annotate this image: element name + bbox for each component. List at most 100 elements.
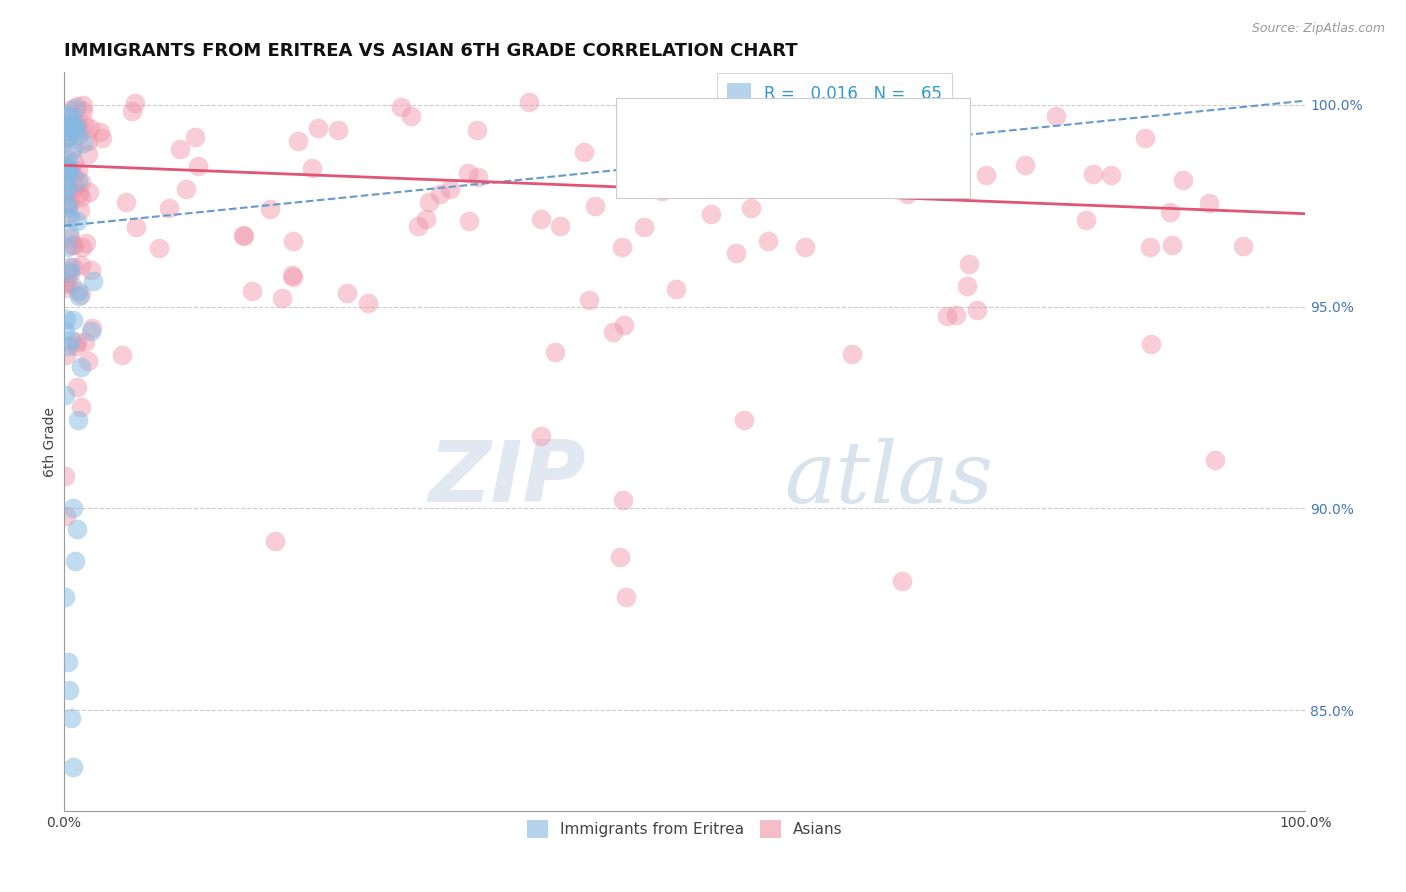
Point — [80, 324, 103, 338]
Point — [53, 281, 76, 295]
Y-axis label: 6th Grade: 6th Grade — [44, 407, 58, 477]
Point — [1204, 453, 1226, 467]
Point — [281, 234, 304, 248]
Point — [62, 313, 84, 327]
Text: ZIP: ZIP — [427, 437, 585, 520]
Point — [77, 146, 100, 161]
Point — [79, 263, 101, 277]
Point — [124, 96, 146, 111]
Point — [121, 103, 143, 118]
Point — [65, 339, 87, 353]
Point — [240, 284, 263, 298]
Point — [1045, 108, 1067, 122]
Point — [66, 380, 89, 394]
Point — [1159, 205, 1181, 219]
Point — [55, 210, 77, 224]
Point — [60, 144, 83, 158]
Point — [183, 130, 205, 145]
Point — [572, 145, 595, 159]
Point — [307, 120, 329, 135]
Point — [80, 321, 103, 335]
Point — [700, 207, 723, 221]
Point — [756, 235, 779, 249]
Point — [583, 199, 606, 213]
Point — [55, 196, 77, 211]
Point — [82, 274, 104, 288]
Point — [69, 203, 91, 218]
Point — [53, 469, 76, 483]
Point — [733, 412, 755, 426]
Point — [125, 219, 148, 234]
Point — [55, 108, 77, 122]
Point — [53, 119, 76, 133]
Point — [418, 195, 440, 210]
Point — [62, 760, 84, 774]
Point — [957, 257, 980, 271]
Point — [287, 134, 309, 148]
Point — [602, 326, 624, 340]
Point — [176, 182, 198, 196]
Point — [79, 120, 101, 135]
Point — [59, 333, 82, 347]
Point — [55, 276, 77, 290]
Point — [65, 121, 87, 136]
Point — [148, 241, 170, 255]
Point — [429, 186, 451, 201]
Point — [530, 212, 553, 227]
Point — [60, 237, 83, 252]
FancyBboxPatch shape — [616, 98, 970, 198]
Point — [676, 134, 699, 148]
Point — [896, 186, 918, 201]
Point — [56, 263, 79, 277]
Point — [67, 289, 90, 303]
Point — [58, 683, 80, 698]
Legend: Immigrants from Eritrea, Asians: Immigrants from Eritrea, Asians — [520, 814, 849, 844]
Point — [62, 501, 84, 516]
Point — [467, 169, 489, 184]
Point — [53, 325, 76, 339]
Point — [56, 167, 79, 181]
Point — [59, 231, 82, 245]
Point — [966, 303, 988, 318]
Point — [548, 219, 571, 234]
Point — [59, 164, 82, 178]
Text: IMMIGRANTS FROM ERITREA VS ASIAN 6TH GRADE CORRELATION CHART: IMMIGRANTS FROM ERITREA VS ASIAN 6TH GRA… — [65, 42, 797, 60]
Point — [58, 153, 80, 168]
Point — [62, 168, 84, 182]
Point — [53, 134, 76, 148]
Point — [157, 201, 180, 215]
Point — [59, 196, 82, 211]
Point — [891, 574, 914, 588]
Point — [281, 268, 304, 282]
Point — [233, 229, 256, 244]
Point — [56, 165, 79, 179]
Point — [544, 344, 567, 359]
Point — [439, 182, 461, 196]
Point — [89, 125, 111, 139]
Point — [66, 335, 89, 350]
Point — [115, 194, 138, 209]
Point — [70, 258, 93, 272]
Point — [936, 309, 959, 323]
Point — [56, 239, 79, 253]
Point — [59, 266, 82, 280]
Point — [69, 121, 91, 136]
Point — [70, 401, 93, 415]
Point — [301, 161, 323, 175]
Point — [1074, 213, 1097, 227]
Point — [59, 121, 82, 136]
Point — [728, 113, 751, 128]
Point — [66, 213, 89, 227]
Point — [1139, 240, 1161, 254]
Point — [62, 139, 84, 153]
Point — [271, 291, 294, 305]
Point — [59, 260, 82, 274]
Point — [58, 162, 80, 177]
Point — [67, 412, 90, 426]
Point — [283, 269, 305, 284]
Point — [1099, 169, 1122, 183]
Point — [1083, 167, 1105, 181]
Point — [1014, 158, 1036, 172]
Point — [1133, 131, 1156, 145]
Point — [63, 101, 86, 115]
